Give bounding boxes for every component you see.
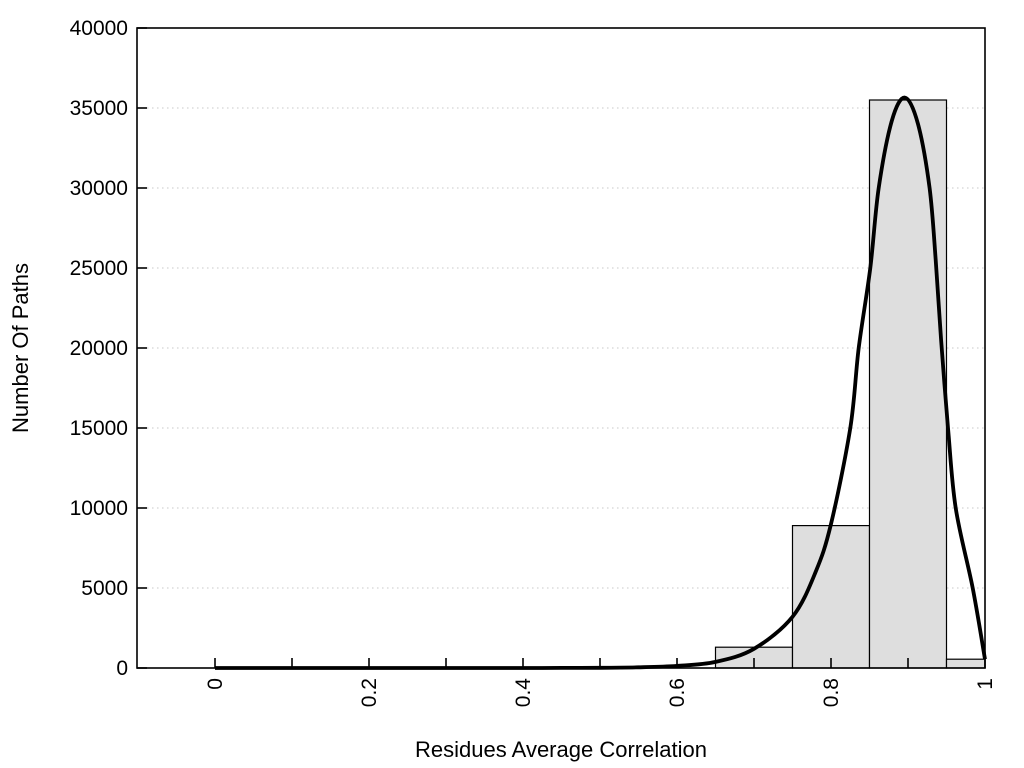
ticks-layer xyxy=(137,27,986,669)
gridlines-layer xyxy=(137,107,985,589)
x-axis-title: Residues Average Correlation xyxy=(415,737,707,762)
y-tick-label: 25000 xyxy=(70,257,128,280)
y-tick-label: 30000 xyxy=(70,177,128,200)
x-tick-label: 0.2 xyxy=(358,678,381,707)
tick-labels-layer: 0 5000 10000 15000 20000 25000 30000 35000 40000… xyxy=(70,17,997,707)
y-tick-label: 5000 xyxy=(81,577,128,600)
histogram-bar xyxy=(945,658,986,669)
x-tick-label: 1 xyxy=(974,678,997,690)
x-tick-label: 0.6 xyxy=(666,678,689,707)
y-tick-label: 15000 xyxy=(70,417,128,440)
y-tick-label: 20000 xyxy=(70,337,128,360)
y-tick-label: 35000 xyxy=(70,97,128,120)
y-tick-label: 10000 xyxy=(70,497,128,520)
histogram-bar xyxy=(868,99,948,669)
x-tick-label: 0.4 xyxy=(512,678,535,708)
x-tick-label: 0 xyxy=(204,678,227,690)
y-axis-title: Number Of Paths xyxy=(8,263,33,433)
y-tick-label: 0 xyxy=(116,657,128,680)
x-tick-label: 0.8 xyxy=(820,678,843,707)
y-tick-label: 40000 xyxy=(70,17,128,40)
